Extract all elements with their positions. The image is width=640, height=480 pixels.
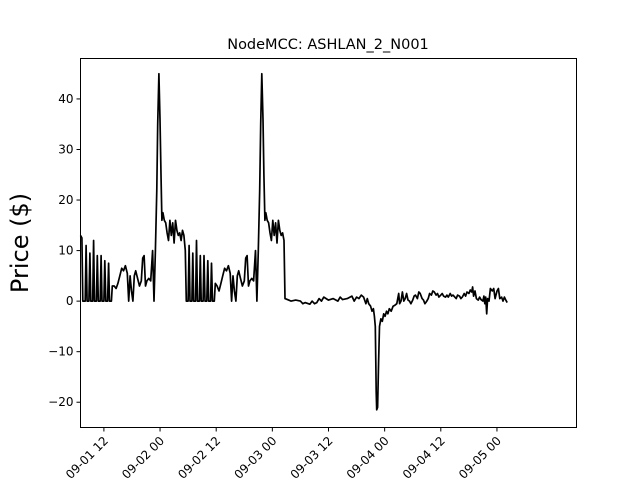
series-line [79,72,508,411]
y-tick-label: 20 [58,193,73,207]
x-tick-label: 09-03 12 [288,434,336,480]
x-tick-label: 09-04 12 [400,434,448,480]
plot-frame [80,58,577,428]
x-tick-label: 09-05 00 [456,434,504,480]
y-tick-label: −20 [48,395,73,409]
x-axis-ticks: 09-01 12 09-02 00 09-02 12 09-03 00 09-03 12… [63,427,504,480]
y-tick-label: 10 [58,244,73,258]
chart-title: NodeMCC: ASHLAN_2_N001 [227,37,429,53]
y-axis-label: Price ($) [6,193,34,293]
y-axis-ticks: −20 −10 0 10 20 30 40 [48,92,81,409]
x-tick-label: 09-01 12 [63,434,111,480]
x-tick-label: 09-03 00 [231,434,279,480]
y-tick-label: 0 [66,294,74,308]
y-tick-label: −10 [48,345,73,359]
y-tick-label: 30 [58,142,73,156]
y-tick-label: 40 [58,92,73,106]
x-tick-label: 09-04 00 [344,434,392,480]
x-tick-label: 09-02 12 [175,434,223,480]
x-tick-label: 09-02 00 [119,434,167,480]
